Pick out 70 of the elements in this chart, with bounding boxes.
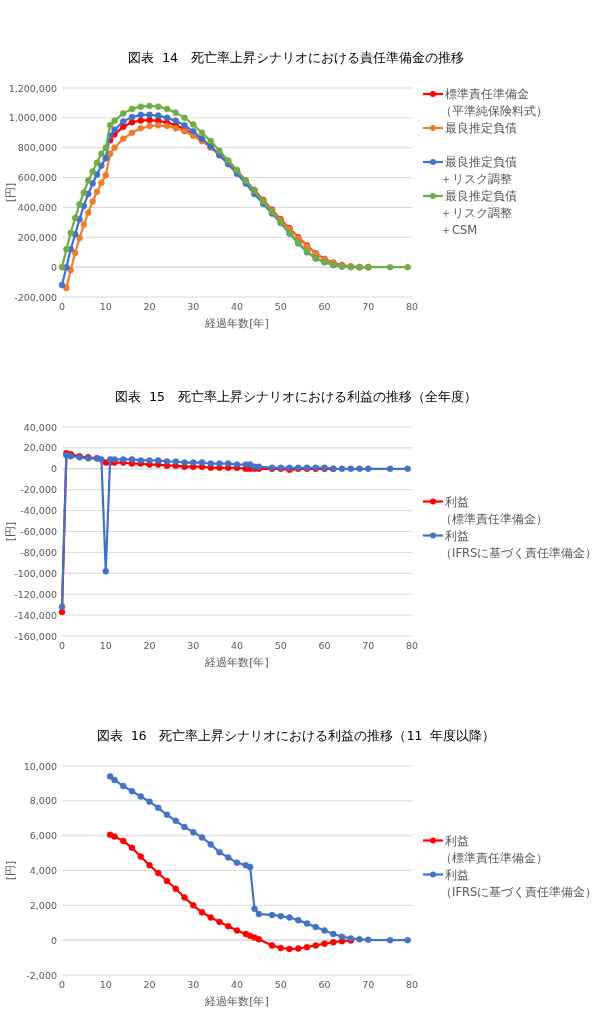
y-tick-label: 0 [50,934,57,946]
legend-label: 利益（IFRSに基づく責任準備金） [440,528,592,560]
x-tick-label: 0 [58,979,66,990]
y-tick-label: -100,000 [14,567,57,579]
y-tick-label: -2,000 [26,969,57,981]
chart-title: 図表 16 死亡率上昇シナリオにおける利益の推移（11 年度以降） [97,728,495,743]
y-tick-label: 0 [50,463,57,475]
x-tick-label: 70 [362,640,375,651]
y-tick-label: 40,000 [23,421,57,433]
y-tick-label: 400,000 [17,201,57,213]
y-tick-label: -160,000 [14,630,57,642]
y-tick-label: 1,000,000 [8,112,57,124]
legend-label: 最良推定負債＋リスク調整＋CSM [440,189,517,237]
y-tick-label: 4,000 [29,865,57,876]
x-tick-label: 80 [405,640,419,651]
y-tick-label: -60,000 [20,526,57,537]
y-axis-title: [円] [4,521,17,542]
legend-label: 最良推定負債 [445,121,517,135]
x-tick-label: 10 [99,301,112,312]
x-tick-label: 30 [187,979,200,990]
y-tick-label: 600,000 [17,172,57,184]
x-tick-label: 0 [58,640,66,651]
legend-label: 利益（標準責任準備金） [440,494,548,526]
x-tick-label: 80 [405,301,419,312]
x-tick-label: 70 [362,301,375,312]
x-tick-label: 40 [230,301,244,312]
x-axis-title: 経過年数[年] [204,656,269,669]
x-tick-label: 50 [274,301,287,312]
legend-label: 標準責任準備金（平準純保険料式） [440,87,548,118]
y-tick-label: -120,000 [14,588,57,600]
x-tick-label: 50 [274,640,287,651]
x-tick-label: 50 [274,979,287,990]
y-tick-label: 0 [50,261,57,273]
y-tick-label: 10,000 [23,760,57,772]
x-tick-label: 20 [143,301,156,312]
x-tick-label: 30 [187,301,200,312]
x-tick-label: 10 [99,640,112,651]
legend-label: 利益（IFRSに基づく責任準備金） [440,867,592,899]
y-axis-title: [円] [4,860,17,881]
y-tick-label: 8,000 [29,795,57,807]
chart-title: 図表 14 死亡率上昇シナリオにおける責任準備金の推移 [128,50,464,65]
x-tick-label: 60 [318,640,331,651]
y-tick-label: 800,000 [17,142,57,154]
y-axis-title: [円] [4,182,17,203]
x-tick-label: 60 [318,979,331,990]
y-tick-label: -200,000 [14,291,57,303]
x-axis-title: 経過年数[年] [204,995,269,1008]
x-tick-label: 80 [405,979,419,990]
x-tick-label: 40 [230,979,244,990]
x-tick-label: 20 [143,979,156,990]
y-tick-label: -80,000 [20,546,57,558]
y-tick-label: 20,000 [23,442,57,454]
x-axis-title: 経過年数[年] [204,317,269,330]
x-tick-label: 30 [187,640,200,651]
y-tick-label: -40,000 [20,505,57,517]
x-tick-label: 20 [143,640,156,651]
x-tick-label: 10 [99,979,112,990]
y-tick-label: 1,200,000 [8,82,57,94]
chart-title: 図表 15 死亡率上昇シナリオにおける利益の推移（全年度） [115,389,477,404]
legend-label: 最良推定負債＋リスク調整 [440,155,517,186]
y-tick-label: 2,000 [29,899,57,911]
y-tick-label: 200,000 [17,231,57,243]
x-tick-label: 40 [230,640,244,651]
x-tick-label: 0 [58,301,66,312]
x-tick-label: 60 [318,301,331,312]
x-tick-label: 70 [362,979,375,990]
y-tick-label: -20,000 [20,484,57,496]
y-tick-label: -140,000 [14,609,57,621]
legend-label: 利益（標準責任準備金） [440,833,548,865]
y-tick-label: 6,000 [29,830,57,842]
